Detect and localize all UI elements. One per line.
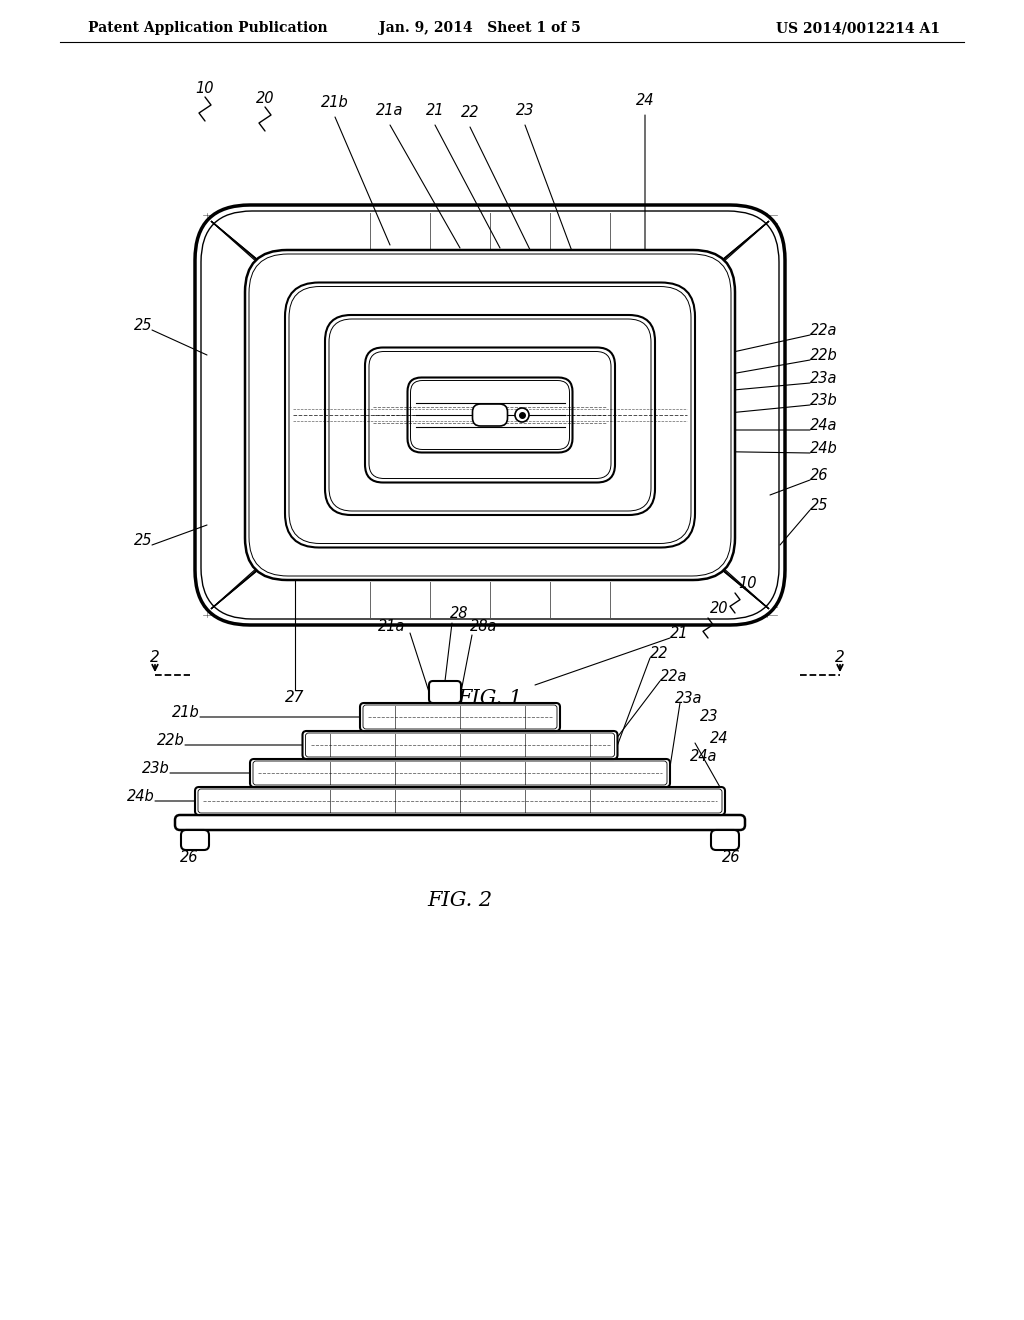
Text: 21b: 21b xyxy=(322,95,349,110)
FancyBboxPatch shape xyxy=(175,814,745,830)
Text: 22: 22 xyxy=(461,106,479,120)
FancyBboxPatch shape xyxy=(429,681,461,704)
FancyBboxPatch shape xyxy=(195,205,785,624)
Text: 22a: 22a xyxy=(660,669,687,684)
Text: 22: 22 xyxy=(650,645,669,661)
Text: 22a: 22a xyxy=(810,323,838,338)
Text: 24: 24 xyxy=(636,92,654,108)
Text: 28a: 28a xyxy=(498,421,521,434)
Text: 26: 26 xyxy=(810,469,828,483)
Text: 26: 26 xyxy=(722,850,740,865)
Circle shape xyxy=(515,408,529,422)
Text: 23a: 23a xyxy=(675,690,702,706)
Text: 21a: 21a xyxy=(378,619,406,634)
Text: 10: 10 xyxy=(196,81,214,96)
Text: US 2014/0012214 A1: US 2014/0012214 A1 xyxy=(776,21,940,36)
Text: 21a: 21a xyxy=(376,103,403,117)
Text: 26: 26 xyxy=(180,850,199,865)
FancyBboxPatch shape xyxy=(302,731,617,759)
Text: 24b: 24b xyxy=(127,789,155,804)
Text: 23b: 23b xyxy=(142,762,170,776)
Text: 21b: 21b xyxy=(172,705,200,719)
Text: 24: 24 xyxy=(710,731,728,746)
FancyBboxPatch shape xyxy=(245,249,735,579)
FancyBboxPatch shape xyxy=(181,830,209,850)
FancyBboxPatch shape xyxy=(472,404,508,426)
Text: Patent Application Publication: Patent Application Publication xyxy=(88,21,328,36)
Text: Jan. 9, 2014   Sheet 1 of 5: Jan. 9, 2014 Sheet 1 of 5 xyxy=(379,21,581,36)
Text: 23: 23 xyxy=(700,709,719,723)
Text: 27: 27 xyxy=(286,690,305,705)
Text: 22b: 22b xyxy=(158,733,185,748)
Text: 25: 25 xyxy=(810,498,828,513)
Text: FIG. 2: FIG. 2 xyxy=(427,891,493,909)
Text: 2: 2 xyxy=(836,651,845,665)
Text: 28: 28 xyxy=(450,606,469,620)
Text: 23a: 23a xyxy=(810,371,838,385)
Text: 28: 28 xyxy=(447,433,463,446)
Text: 24a: 24a xyxy=(690,748,718,764)
Text: 2: 2 xyxy=(151,651,160,665)
Text: 21: 21 xyxy=(670,626,688,642)
FancyBboxPatch shape xyxy=(360,704,560,731)
Text: FIG. 1: FIG. 1 xyxy=(458,689,522,708)
Text: 20: 20 xyxy=(256,91,274,106)
FancyBboxPatch shape xyxy=(195,787,725,814)
Text: 10: 10 xyxy=(738,576,757,591)
Text: 25: 25 xyxy=(133,318,152,333)
Text: 21: 21 xyxy=(426,103,444,117)
Text: 20: 20 xyxy=(710,601,728,616)
Text: 25: 25 xyxy=(133,533,152,548)
Text: 23b: 23b xyxy=(810,393,838,408)
FancyBboxPatch shape xyxy=(365,347,615,483)
FancyBboxPatch shape xyxy=(711,830,739,850)
Text: 22b: 22b xyxy=(810,348,838,363)
FancyBboxPatch shape xyxy=(325,315,655,515)
FancyBboxPatch shape xyxy=(408,378,572,453)
FancyBboxPatch shape xyxy=(250,759,670,787)
Text: 24a: 24a xyxy=(810,418,838,433)
Text: 28a: 28a xyxy=(470,619,498,634)
Text: 24b: 24b xyxy=(810,441,838,455)
Text: 23: 23 xyxy=(516,103,535,117)
FancyBboxPatch shape xyxy=(285,282,695,548)
